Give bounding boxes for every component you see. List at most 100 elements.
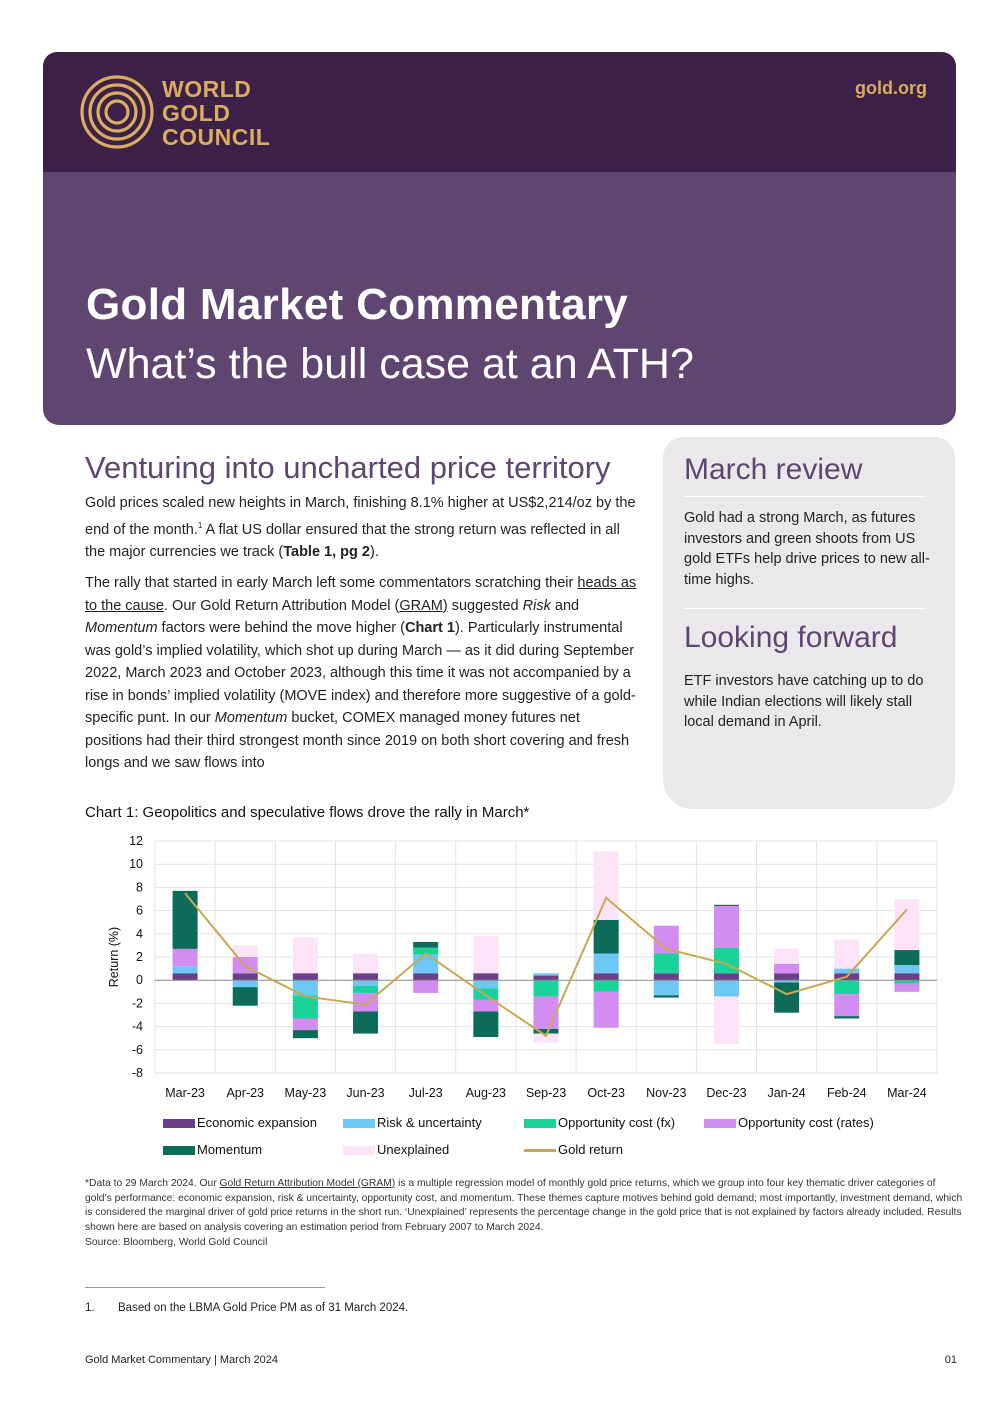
bar-segment (894, 950, 920, 966)
text: bucket, COMEX managed money futures net … (85, 710, 630, 772)
bar-segment (353, 986, 379, 993)
chart-note: *Data to 29 March 2024. Our Gold Return … (85, 1177, 965, 1251)
logo-line: COUNCIL (162, 124, 271, 150)
footnote-number: 1. (85, 1302, 95, 1314)
bar-segment (473, 1011, 499, 1038)
x-tick-label: Feb-24 (827, 1086, 867, 1100)
bar-segment (292, 937, 318, 974)
bar-segment (894, 965, 920, 974)
legend-label: Opportunity cost (fx) (558, 1115, 676, 1130)
legend-swatch (704, 1119, 736, 1129)
chart-1-link[interactable]: Chart 1 (404, 620, 455, 637)
bar-segment (292, 973, 318, 981)
y-tick-label: -2 (132, 996, 143, 1010)
y-tick-label: 8 (136, 880, 143, 894)
legend-label: Momentum (197, 1142, 263, 1157)
legend-item: Unexplained (343, 1142, 449, 1160)
text: *Data to 29 March 2024. Our (85, 1178, 220, 1189)
bar-segment (653, 973, 679, 981)
text: ). Particularly instrumental was gold’s … (85, 620, 636, 727)
page-title: Gold Market Commentary (86, 280, 629, 329)
table-1-link[interactable]: Table 1, pg 2 (283, 543, 370, 560)
bar-segment (533, 1033, 559, 1043)
gram-link[interactable]: GRAM) (399, 597, 448, 614)
bar-segment (292, 995, 318, 1019)
main-body-text: Gold prices scaled new heights in March,… (85, 492, 637, 784)
text: Momentum (214, 710, 288, 727)
legend-item: Economic expansion (163, 1115, 317, 1133)
bar-segment (533, 1028, 559, 1034)
bar-segment (353, 973, 379, 981)
text: is a multiple regression model of monthl… (85, 1178, 963, 1234)
bar-segment (533, 975, 559, 981)
bar-segment (713, 905, 739, 948)
bar-segment (774, 973, 800, 981)
bar-segment (834, 1016, 860, 1019)
bar-segment (894, 973, 920, 981)
logo-wordmark: WORLD GOLD COUNCIL (162, 77, 270, 149)
sidebar-text-looking-forward: ETF investors have catching up to do whi… (684, 673, 924, 730)
y-tick-label: 0 (136, 973, 143, 987)
bar-segment (232, 973, 258, 981)
y-tick-label: -8 (132, 1066, 143, 1080)
bar-segment (713, 973, 739, 981)
bar-segment (413, 941, 439, 948)
bar-segment (353, 980, 379, 986)
text: Momentum (85, 620, 158, 637)
legend-item: Opportunity cost (rates) (704, 1115, 874, 1133)
legend-swatch (524, 1149, 556, 1153)
bar-segment (774, 948, 800, 964)
sidebar-heading-looking-forward: Looking forward (684, 621, 898, 654)
bar-segment (533, 980, 559, 997)
chart-source: Source: Bloomberg, World Gold Council (85, 1236, 268, 1248)
bar-segment (292, 1018, 318, 1031)
bar-segment (593, 973, 619, 981)
gram-model-link[interactable]: Gold Return Attribution Model (GRAM) (219, 1178, 396, 1189)
bar-segment (353, 992, 379, 1012)
bar-segment (834, 939, 860, 969)
bar-segment (834, 980, 860, 995)
x-tick-label: Oct-23 (587, 1086, 625, 1100)
site-link[interactable]: gold.org (855, 78, 927, 98)
bar-segment (653, 995, 679, 998)
header-title-panel (43, 160, 956, 425)
bar-segment (894, 980, 920, 984)
y-tick-label: 10 (129, 857, 143, 871)
text: Risk (522, 597, 551, 614)
legend-swatch (524, 1119, 556, 1129)
bar-segment (713, 904, 739, 906)
y-tick-label: 2 (136, 950, 143, 964)
legend-label: Unexplained (377, 1142, 450, 1157)
text: factors were behind the move higher ( (157, 620, 405, 637)
y-tick-label: 4 (136, 927, 143, 941)
bar-segment (774, 980, 800, 983)
text: suggested (447, 597, 523, 614)
bar-segment (172, 966, 198, 974)
logo-line: WORLD (162, 76, 252, 102)
legend-label: Economic expansion (197, 1115, 317, 1130)
footnote-ref[interactable]: 1 (197, 520, 203, 530)
bar-segment (473, 936, 499, 974)
y-axis-label: Return (%) (107, 927, 121, 987)
bar-segment (834, 994, 860, 1017)
bar-segment (473, 973, 499, 981)
legend-swatch (163, 1146, 195, 1156)
x-tick-label: Jan-24 (767, 1086, 805, 1100)
heads-as-to-the-cause-link[interactable]: heads as to the cause (85, 575, 637, 614)
legend-swatch (163, 1119, 195, 1129)
text: . Our Gold Return Attribution Model ( (164, 597, 400, 614)
legend-label: Gold return (558, 1142, 624, 1157)
paragraph-1: Gold prices scaled new heights in March,… (85, 492, 637, 563)
text: and (550, 597, 580, 614)
bar-segment (172, 890, 198, 949)
bar-segment (413, 980, 439, 993)
legend-swatch (343, 1119, 375, 1129)
legend-swatch (343, 1146, 375, 1156)
stacked-bar-chart: 12 10 8 6 4 2 0 -2 -4 -6 -8 Return (%) Mar-23 Apr-23 M… (107, 834, 938, 1100)
bar-segment (292, 980, 318, 996)
legend-item: Risk & uncertainty (343, 1115, 482, 1133)
x-tick-label: Mar-23 (165, 1086, 205, 1100)
bar-segment (774, 982, 800, 1013)
divider (684, 496, 926, 497)
bar-segment (533, 973, 559, 976)
